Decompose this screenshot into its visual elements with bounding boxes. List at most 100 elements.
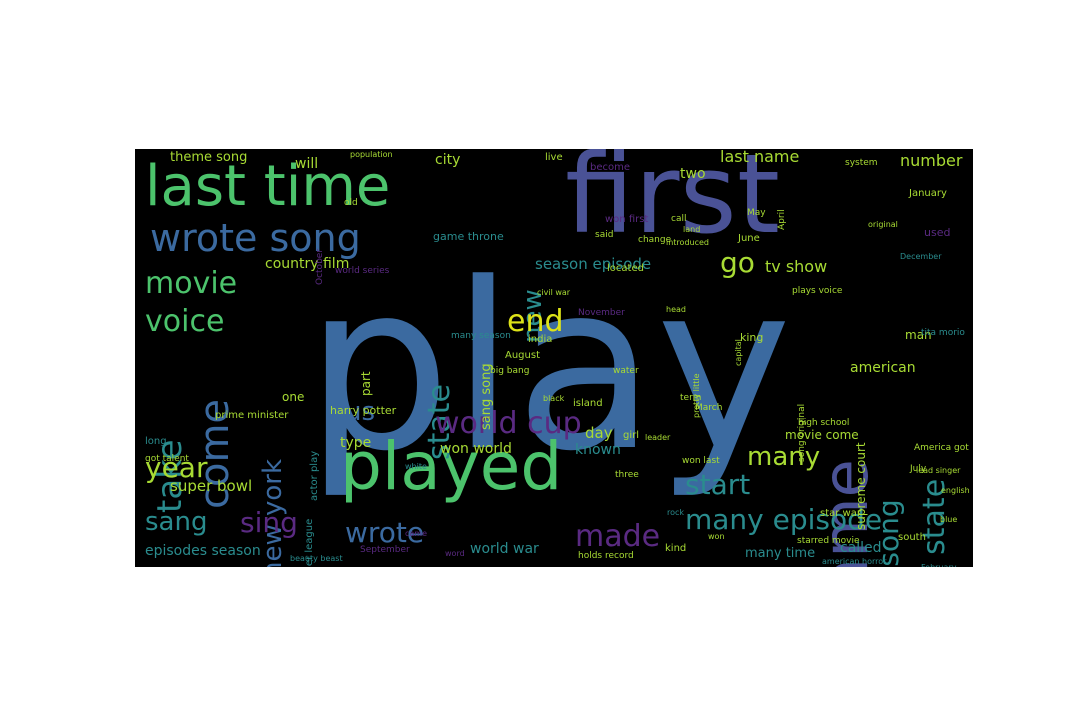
cloud-word: system (845, 158, 878, 168)
cloud-word: sang (145, 507, 208, 537)
cloud-word: February (921, 564, 956, 568)
cloud-word: south (898, 532, 926, 543)
cloud-word: day (585, 424, 613, 442)
cloud-word: three (615, 470, 639, 480)
cloud-word: wrote song (150, 216, 361, 260)
cloud-word: won (708, 532, 725, 541)
cloud-word: tv show (765, 257, 828, 276)
cloud-word: original (868, 220, 898, 229)
cloud-word: November (578, 308, 625, 318)
cloud-word: become (590, 162, 631, 173)
cloud-word: english (941, 486, 970, 495)
cloud-word: civil war (537, 288, 571, 297)
cloud-word: girl (623, 430, 640, 441)
cloud-word: play (305, 235, 792, 502)
cloud-word: April (777, 209, 787, 230)
cloud-word: long (145, 436, 167, 447)
cloud-word: world war (470, 541, 539, 557)
cloud-word: harry potter (330, 404, 397, 417)
cloud-word: season episode (535, 255, 652, 273)
cloud-word: movie come (785, 428, 859, 442)
cloud-word: used (924, 226, 951, 239)
cloud-word: super bowl (170, 477, 253, 495)
cloud-word: term (680, 393, 702, 403)
cloud-word: land (683, 225, 701, 234)
cloud-word: head (666, 305, 686, 314)
cloud-word: pretty little (692, 373, 701, 418)
cloud-word: kind (665, 543, 687, 554)
cloud-word: many episode (685, 503, 883, 536)
cloud-word: country film (265, 256, 350, 272)
cloud-word: song original (797, 403, 807, 462)
cloud-word: said (595, 230, 614, 240)
cloud-word: island (573, 398, 603, 409)
cloud-word: leader (645, 433, 671, 442)
cloud-word: June (738, 233, 760, 244)
cloud-word: will (295, 156, 319, 172)
cloud-word: one (282, 390, 305, 404)
cloud-word: won last (682, 456, 720, 466)
cloud-word: August (505, 350, 540, 361)
cloud-word: came (405, 529, 428, 538)
cloud-word: world cup (435, 406, 582, 441)
cloud-word: part (359, 371, 373, 396)
cloud-word: year (145, 451, 208, 484)
cloud-word: won world (440, 441, 512, 457)
cloud-word: king (740, 331, 764, 344)
cloud-word: many (747, 442, 821, 472)
cloud-word: star war (820, 508, 861, 519)
cloud-word: world series (335, 266, 390, 276)
cloud-word: known (575, 442, 621, 458)
cloud-word: white (405, 462, 427, 471)
cloud-word: man (905, 328, 932, 342)
cloud-word: tita morio (921, 328, 965, 338)
cloud-word: beauty beast (290, 554, 343, 563)
cloud-word: rock (667, 508, 685, 517)
cloud-word: sing (240, 506, 298, 539)
cloud-word: January (909, 188, 947, 199)
cloud-word: May (747, 208, 766, 218)
cloud-word: last time (145, 154, 391, 219)
cloud-word: last name (720, 149, 800, 166)
cloud-word: theme song (170, 150, 248, 165)
cloud-word: December (900, 252, 942, 261)
cloud-word: start (685, 468, 751, 501)
cloud-word: holds record (578, 551, 634, 561)
cloud-word: american (850, 360, 916, 376)
cloud-word: end (507, 304, 564, 339)
cloud-word: water (613, 366, 639, 376)
cloud-word: voice (145, 304, 225, 339)
cloud-word: made (575, 519, 661, 554)
cloud-word: many season (451, 331, 511, 341)
cloud-word: October (315, 248, 325, 285)
cloud-word: won first (605, 214, 649, 225)
cloud-word: black (543, 394, 565, 403)
cloud-word: wrote (345, 516, 425, 549)
cloud-word: called (840, 540, 882, 556)
cloud-word: city (435, 152, 461, 168)
cloud-word: lead singer (916, 466, 961, 475)
cloud-word: located (607, 263, 644, 274)
cloud-word: July (910, 464, 927, 474)
cloud-word: capital (734, 339, 743, 366)
cloud-word: actor play (309, 450, 320, 501)
cloud-word: starred movie (797, 536, 860, 546)
word-cloud: play first last time played name wrote song mo… (135, 149, 973, 567)
cloud-word: word (445, 549, 465, 558)
cloud-word: first (565, 149, 780, 258)
cloud-word: many time (745, 546, 816, 561)
cloud-word: played (340, 428, 563, 505)
cloud-word: population (350, 150, 393, 159)
cloud-word: two (680, 166, 706, 182)
cloud-word: live (545, 152, 563, 163)
cloud-word: number (900, 151, 963, 170)
cloud-word: introduced (666, 238, 709, 247)
cloud-word: plays voice (792, 286, 843, 296)
cloud-word: big bang (490, 366, 530, 376)
cloud-word: old (344, 198, 358, 208)
cloud-word: change (638, 235, 672, 245)
cloud-word: call (671, 214, 687, 224)
cloud-word: american horror (822, 557, 887, 566)
cloud-word: go (720, 246, 755, 279)
cloud-word: high school (798, 418, 850, 428)
